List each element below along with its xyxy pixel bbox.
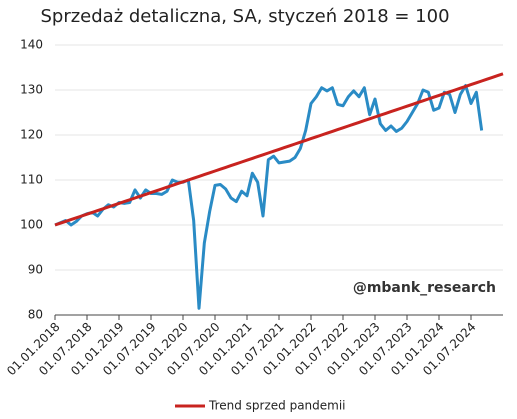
- chart-title: Sprzedaż detaliczna, SA, styczeń 2018 = …: [40, 6, 449, 27]
- y-tick-label: 110: [20, 173, 43, 187]
- y-tick-label: 100: [20, 218, 43, 232]
- y-tick-label: 80: [28, 308, 43, 322]
- series-line: [54, 84, 484, 310]
- y-tick-label: 130: [20, 83, 43, 97]
- annotation: @mbank_research: [353, 280, 496, 296]
- series-line: [54, 72, 504, 227]
- y-tick-label: 120: [20, 128, 43, 142]
- y-tick-label: 140: [20, 38, 43, 52]
- y-tick-label: 90: [28, 263, 43, 277]
- legend-label: Trend sprzed pandemii: [208, 399, 346, 413]
